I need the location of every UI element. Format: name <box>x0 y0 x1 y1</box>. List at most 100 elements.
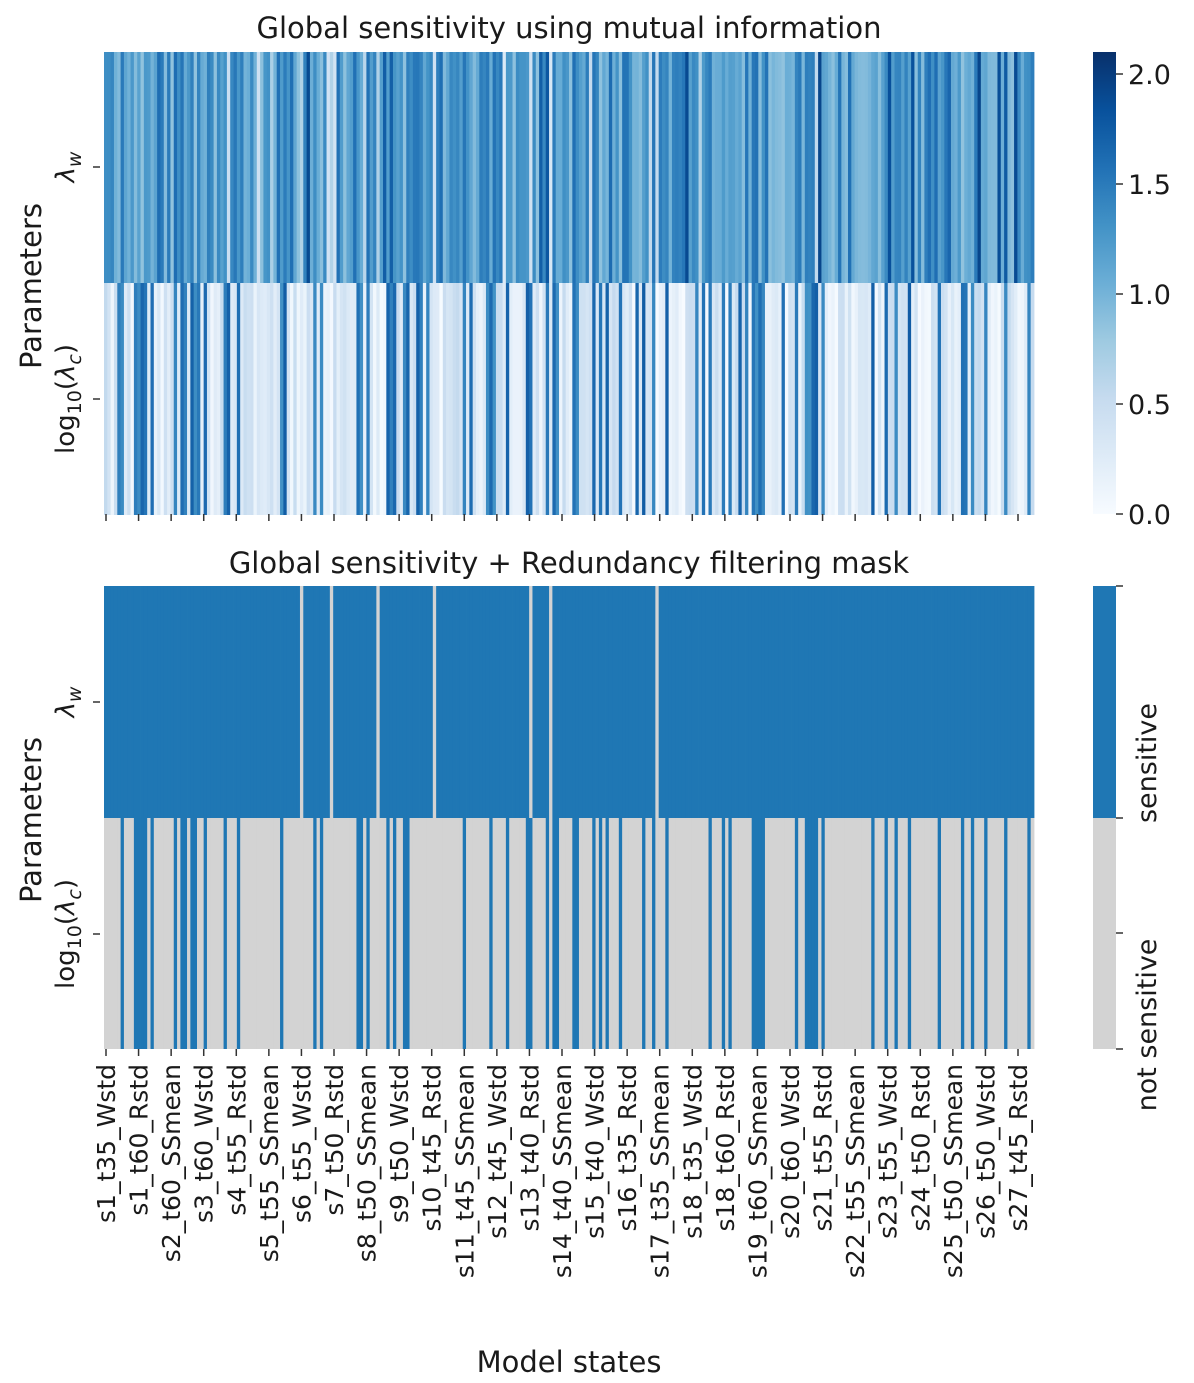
heatmap-cell <box>482 52 487 283</box>
mask-cell <box>336 818 341 1049</box>
mask-cell <box>731 818 736 1049</box>
mask-cell <box>582 818 587 1049</box>
mask-cell <box>233 818 238 1049</box>
heatmap-cell <box>220 52 224 283</box>
mask-cell <box>499 818 503 1049</box>
heatmap-cell <box>150 52 155 283</box>
x-tick-label: s7_t50_Rstd <box>320 1064 349 1216</box>
heatmap-cell <box>695 52 699 283</box>
mask-cell <box>449 586 454 818</box>
mask-cell <box>479 586 484 818</box>
mask-cell <box>319 586 324 818</box>
heatmap-cell <box>565 52 570 283</box>
heatmap-cell <box>921 283 925 515</box>
mask-cell <box>120 586 125 818</box>
heatmap-cell <box>369 52 374 283</box>
heatmap-cell <box>927 283 932 515</box>
heatmap-cell <box>778 283 782 515</box>
heatmap-cell <box>353 283 357 515</box>
mask-cell <box>834 818 839 1049</box>
mask-cell <box>798 818 802 1049</box>
heatmap-cell <box>256 283 261 515</box>
mask-cell <box>442 586 447 818</box>
bottom-x-ticks: s1_t35_Wstd s1_t60_Rstd s2_t60_SSmean s3_t6… <box>92 1049 1033 1278</box>
heatmap-cell <box>197 52 201 283</box>
heatmap-cell <box>505 283 510 515</box>
heatmap-cell <box>482 283 487 515</box>
heatmap-cell <box>575 52 580 283</box>
mask-cell <box>163 586 168 818</box>
heatmap-cell <box>608 52 613 283</box>
heatmap-cell <box>914 283 919 515</box>
heatmap-cell <box>359 52 364 283</box>
mask-cell <box>960 818 965 1049</box>
mask-cell <box>406 586 410 818</box>
mask-cell <box>416 586 420 818</box>
mask-cell <box>665 818 670 1049</box>
heatmap-cell <box>356 283 361 515</box>
heatmap-cell <box>429 283 434 515</box>
heatmap-cell <box>290 283 294 515</box>
mask-cell <box>764 586 769 818</box>
heatmap-cell <box>595 283 600 515</box>
mask-cell <box>652 818 656 1049</box>
mask-cell <box>784 818 789 1049</box>
heatmap-cell <box>183 283 188 515</box>
heatmap-cell <box>602 52 606 283</box>
mask-cell <box>748 818 753 1049</box>
heatmap-cell <box>456 52 460 283</box>
heatmap-cell <box>160 52 165 283</box>
mask-cell <box>456 818 460 1049</box>
heatmap-cell <box>429 52 434 283</box>
heatmap-cell <box>947 52 952 283</box>
heatmap-cell <box>243 283 248 515</box>
mask-cell <box>512 586 517 818</box>
heatmap-cell <box>781 52 786 283</box>
mask-cell <box>944 818 949 1049</box>
heatmap-cell <box>572 52 577 283</box>
mask-cell <box>1017 586 1022 818</box>
mask-cell <box>582 586 587 818</box>
mask-cell <box>980 586 985 818</box>
mask-cell <box>485 586 490 818</box>
mask-cell <box>625 818 630 1049</box>
mask-cell <box>104 586 108 818</box>
heatmap-cell <box>871 283 875 515</box>
colorbar-tick-label: 1.5 <box>1128 170 1171 201</box>
heatmap-cell <box>436 283 440 515</box>
heatmap-cell <box>323 283 327 515</box>
mask-cell <box>127 818 131 1049</box>
mask-cell <box>1027 586 1032 818</box>
mask-cell <box>412 586 417 818</box>
heatmap-cell <box>386 52 391 283</box>
heatmap-cell <box>582 283 587 515</box>
heatmap-cell <box>848 52 852 283</box>
x-tick-label: s2_t60_SSmean <box>157 1064 186 1262</box>
heatmap-cell <box>409 283 414 515</box>
mask-cell <box>751 818 756 1049</box>
mask-cell <box>818 818 822 1049</box>
heatmap-cell <box>499 52 503 283</box>
heatmap-cell <box>605 283 610 515</box>
heatmap-cell <box>555 283 560 515</box>
heatmap-cell <box>887 52 892 283</box>
mask-cell <box>788 818 792 1049</box>
mask-cell <box>452 586 457 818</box>
x-tick-label: s27_t45_Rstd <box>1004 1064 1033 1232</box>
mask-cell <box>266 818 271 1049</box>
heatmap-cell <box>462 283 467 515</box>
heatmap-cell <box>844 52 849 283</box>
mask-cell <box>781 586 786 818</box>
x-tick-label: s12_t45_Wstd <box>483 1064 512 1239</box>
heatmap-cell <box>655 52 660 283</box>
mask-cell <box>280 818 284 1049</box>
mask-cell <box>1010 818 1015 1049</box>
heatmap-cell <box>107 52 112 283</box>
mask-cell <box>907 818 912 1049</box>
heatmap-cell <box>502 52 507 283</box>
heatmap-cell <box>801 52 806 283</box>
heatmap-cell <box>515 283 520 515</box>
heatmap-cell <box>236 52 241 283</box>
mask-cell <box>167 586 171 818</box>
heatmap-cell <box>1000 52 1005 283</box>
